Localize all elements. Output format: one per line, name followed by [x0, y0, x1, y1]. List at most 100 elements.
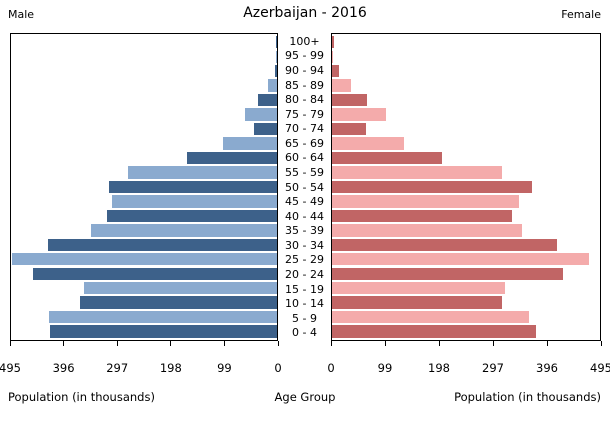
female-axis-ticks	[330, 341, 602, 346]
tick-female-297	[492, 341, 494, 346]
bar-female-40-44	[332, 209, 513, 223]
pyramid-row-male-60-64	[11, 151, 277, 165]
pyramid-row-female-30-34	[332, 238, 600, 252]
age-label-90-94: 90 - 94	[285, 63, 324, 77]
bar-female-70-74	[332, 122, 367, 136]
age-label-50-54: 50 - 54	[285, 180, 324, 194]
tick-label-male-198: 198	[159, 361, 182, 375]
bar-female-45-49	[332, 195, 520, 208]
male-axis-tick-labels: 0 99 198 297 396 495	[0, 361, 282, 375]
pyramid-row-male-40-44	[11, 209, 277, 223]
bar-male-10-14	[80, 296, 277, 309]
age-label-65-69: 65 - 69	[285, 136, 324, 150]
age-group-caption: Age Group	[274, 390, 336, 404]
tick-male-495	[9, 341, 11, 346]
pyramid-row-male-25-29	[11, 252, 277, 266]
age-label-85-89: 85 - 89	[285, 78, 324, 92]
pyramid-row-male-70-74	[11, 122, 277, 136]
bar-male-60-64	[187, 151, 277, 165]
pyramid-row-male-100plus	[11, 35, 277, 49]
bar-female-25-29	[332, 253, 590, 266]
pyramid-row-female-60-64	[332, 151, 600, 165]
bar-male-100plus	[275, 36, 277, 49]
tick-label-male-297: 297	[106, 361, 129, 375]
bar-female-15-19	[332, 282, 506, 295]
tick-label-male-396: 396	[52, 361, 75, 375]
pyramid-row-female-25-29	[332, 252, 600, 266]
pyramid-row-female-80-84	[332, 93, 600, 107]
bar-male-40-44	[107, 209, 277, 223]
age-label-35-39: 35 - 39	[285, 224, 324, 238]
pyramid-row-female-90-94	[332, 64, 600, 78]
male-axis-caption: Population (in thousands)	[8, 390, 155, 404]
pyramid-row-female-45-49	[332, 194, 600, 208]
tick-female-396	[546, 341, 548, 346]
tick-label-female-495: 495	[590, 361, 610, 375]
tick-female-198	[438, 341, 440, 346]
pyramid-row-female-75-79	[332, 107, 600, 121]
age-label-20-24: 20 - 24	[285, 268, 324, 282]
tick-male-198	[170, 341, 172, 346]
tick-label-female-297: 297	[482, 361, 504, 375]
pyramid-row-female-65-69	[332, 136, 600, 150]
tick-female-99	[384, 341, 386, 346]
bar-male-50-54	[109, 180, 277, 194]
female-axis-tick-labels: 0 99 198 297 396 495	[327, 361, 610, 375]
pyramid-row-female-40-44	[332, 209, 600, 223]
pyramid-row-male-95-99	[11, 49, 277, 63]
bar-male-65-69	[223, 137, 277, 150]
tick-label-female-99: 99	[377, 361, 393, 375]
pyramid-row-male-0-4	[11, 324, 277, 338]
bar-female-50-54	[332, 180, 532, 194]
pyramid-row-male-30-34	[11, 238, 277, 252]
pyramid-row-male-10-14	[11, 295, 277, 309]
age-label-15-19: 15 - 19	[285, 282, 324, 296]
pyramid-row-female-85-89	[332, 78, 600, 92]
bar-male-20-24	[32, 267, 277, 280]
pyramid-row-female-10-14	[332, 295, 600, 309]
age-label-75-79: 75 - 79	[285, 107, 324, 121]
bar-male-70-74	[253, 122, 277, 136]
bar-male-0-4	[49, 325, 277, 338]
pyramid-row-female-0-4	[332, 324, 600, 338]
tick-male-0	[277, 341, 279, 346]
age-label-5-9: 5 - 9	[292, 311, 317, 325]
bar-female-35-39	[332, 224, 523, 237]
bar-male-45-49	[111, 195, 277, 208]
age-label-30-34: 30 - 34	[285, 238, 324, 252]
male-bars-panel	[10, 33, 278, 341]
pyramid-row-female-5-9	[332, 310, 600, 324]
bar-female-0-4	[332, 325, 537, 338]
bar-male-85-89	[267, 79, 277, 92]
age-label-25-29: 25 - 29	[285, 253, 324, 267]
tick-female-495	[600, 341, 602, 346]
pyramid-row-female-70-74	[332, 122, 600, 136]
pyramid-row-male-20-24	[11, 267, 277, 281]
bar-male-35-39	[90, 224, 277, 237]
pyramid-row-male-35-39	[11, 223, 277, 237]
age-group-axis: 100+ 95 - 99 90 - 94 85 - 89 80 - 84 75 - 79 7…	[278, 33, 331, 341]
tick-label-male-99: 99	[217, 361, 232, 375]
tick-male-297	[116, 341, 118, 346]
age-label-55-59: 55 - 59	[285, 165, 324, 179]
age-label-0-4: 0 - 4	[292, 326, 317, 340]
pyramid-row-male-5-9	[11, 310, 277, 324]
bar-female-30-34	[332, 238, 558, 251]
male-axis-ticks	[9, 341, 279, 346]
age-label-10-14: 10 - 14	[285, 297, 324, 311]
pyramid-row-male-50-54	[11, 180, 277, 194]
tick-female-0	[330, 341, 332, 346]
bar-female-90-94	[332, 64, 340, 78]
tick-label-male-495: 495	[0, 361, 21, 375]
bar-female-55-59	[332, 166, 502, 179]
female-axis-caption: Population (in thousands)	[454, 390, 601, 404]
bar-female-75-79	[332, 108, 387, 121]
pyramid-row-male-85-89	[11, 78, 277, 92]
pyramid-row-male-45-49	[11, 194, 277, 208]
female-bars-panel	[331, 33, 601, 341]
age-label-95-99: 95 - 99	[285, 49, 324, 63]
age-label-45-49: 45 - 49	[285, 195, 324, 209]
pyramid-row-male-75-79	[11, 107, 277, 121]
tick-male-99	[223, 341, 225, 346]
